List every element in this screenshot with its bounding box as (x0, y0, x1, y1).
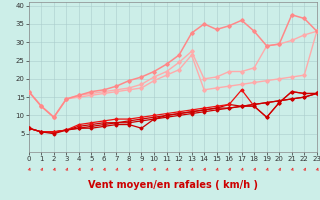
X-axis label: Vent moyen/en rafales ( km/h ): Vent moyen/en rafales ( km/h ) (88, 180, 258, 190)
